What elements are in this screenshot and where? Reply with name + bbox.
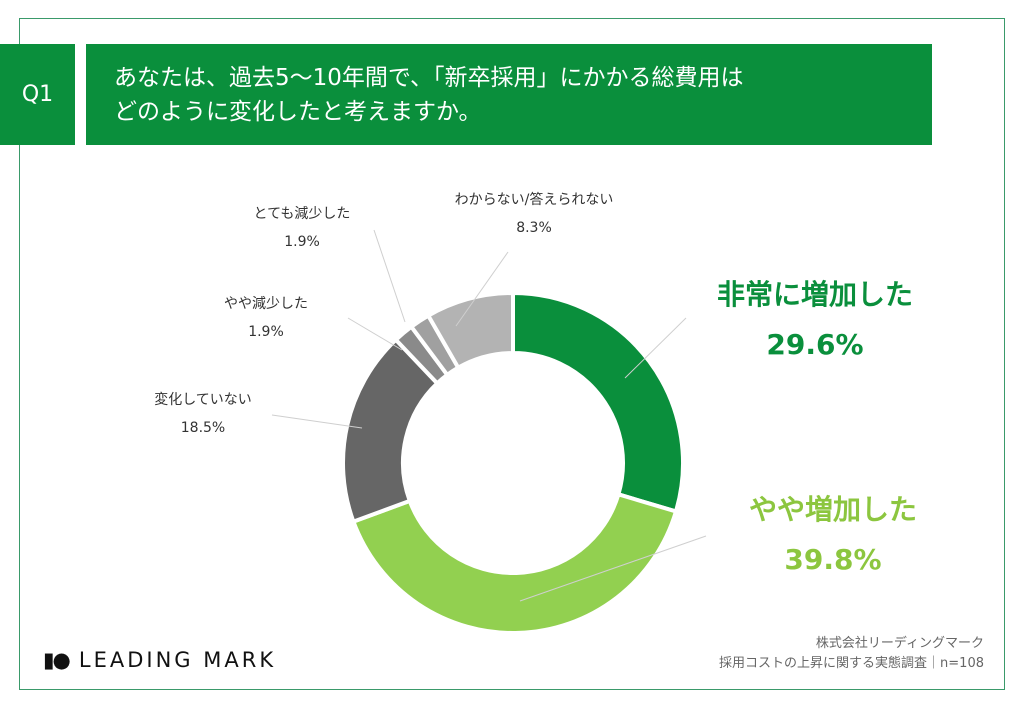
question-line-2: どのように変化したと考えますか。 <box>114 99 482 125</box>
label-very-increased: 非常に増加した 29.6% <box>717 270 913 370</box>
label-somewhat-increased-text: やや増加した <box>748 493 918 526</box>
label-no-change-text: 変化していない <box>154 392 252 408</box>
label-somewhat-decreased-text: やや減少した <box>224 296 308 312</box>
leader-line-3 <box>347 317 403 351</box>
question-line-1: あなたは、過去5〜10年間で、「新卒採用」にかかる総費用は <box>114 65 744 91</box>
label-dont-know-value: 8.3% <box>516 220 552 236</box>
label-dont-know-text: わからない/答えられない <box>454 192 614 208</box>
leader-line-0 <box>624 317 687 379</box>
label-somewhat-increased-value: 39.8% <box>784 543 882 576</box>
donut-slice-1 <box>350 491 679 635</box>
leading-mark-logo: ▮● LEADING MARK <box>43 648 276 672</box>
leader-line-1 <box>519 535 707 602</box>
label-very-increased-value: 29.6% <box>766 328 864 361</box>
label-no-change: 変化していない 18.5% <box>154 386 252 442</box>
label-very-decreased-text: とても減少した <box>253 206 351 222</box>
donut-slice-5 <box>425 290 515 371</box>
label-somewhat-decreased-value: 1.9% <box>248 324 284 340</box>
question-number: Q1 <box>0 44 75 145</box>
label-very-decreased: とても減少した 1.9% <box>254 200 351 256</box>
label-very-increased-text: 非常に増加した <box>716 278 914 311</box>
leader-line-4 <box>373 229 406 323</box>
logo-text: LEADING MARK <box>78 648 277 672</box>
source-note: 株式会社リーディングマーク 採用コストの上昇に関する実態調査｜n=108 <box>719 634 984 674</box>
label-no-change-value: 18.5% <box>180 420 226 436</box>
frame <box>19 18 1005 690</box>
leader-line-2 <box>271 414 363 429</box>
source-survey: 採用コストの上昇に関する実態調査｜n=108 <box>719 656 984 671</box>
donut-slice-0 <box>511 290 685 514</box>
label-very-decreased-value: 1.9% <box>284 234 320 250</box>
source-company: 株式会社リーディングマーク <box>815 636 984 651</box>
question-title: あなたは、過去5〜10年間で、「新卒採用」にかかる総費用は どのように変化したと… <box>86 44 932 145</box>
label-somewhat-increased: やや増加した 39.8% <box>749 485 917 585</box>
label-dont-know: わからない/答えられない 8.3% <box>455 186 614 242</box>
label-somewhat-decreased: やや減少した 1.9% <box>224 290 308 346</box>
logo-mark-icon: ▮● <box>43 648 71 672</box>
leader-line-5 <box>455 251 509 327</box>
